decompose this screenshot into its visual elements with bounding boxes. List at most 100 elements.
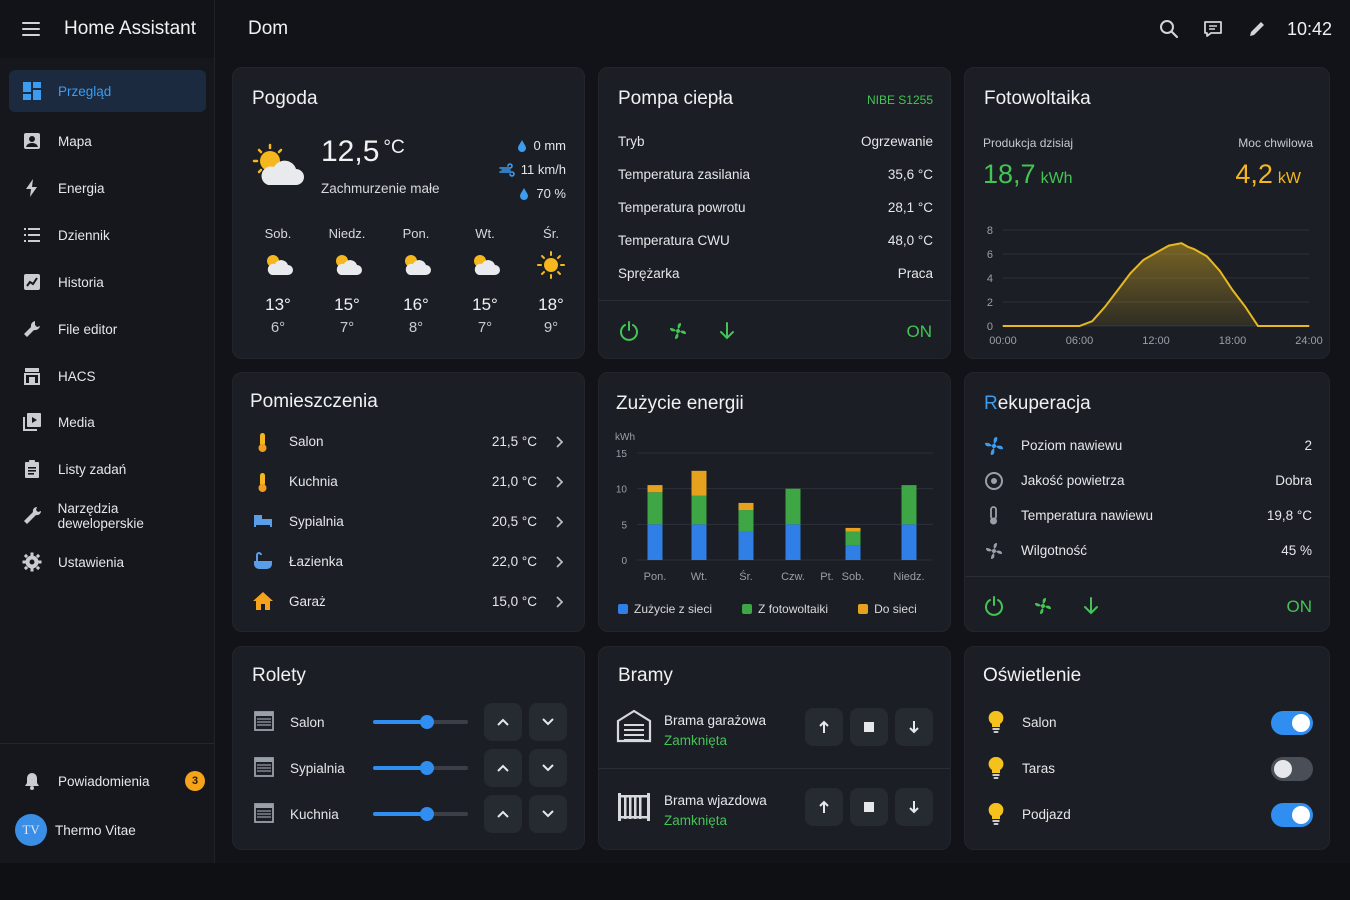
pv-point (1155, 252, 1157, 254)
sidebar-item-ustawienia[interactable]: Ustawienia (9, 541, 206, 583)
fan-mode-icon[interactable] (667, 320, 689, 342)
light-name: Taras (1022, 761, 1056, 776)
stop-icon (864, 722, 874, 732)
blind-position-slider[interactable] (373, 761, 468, 775)
light-toggle[interactable] (1271, 711, 1313, 735)
lightning-icon (20, 176, 44, 200)
room-row[interactable]: Sypialnia 20,5 °C (233, 511, 584, 535)
sidebar-item-mapa[interactable]: Mapa (9, 120, 206, 162)
weather-card[interactable]: Pogoda 12,5 °C Zachmurzenie małe 0 mm 11… (232, 67, 585, 359)
forecast-low: 6° (270, 319, 286, 336)
blind-up-button[interactable] (484, 749, 522, 787)
sidebar-item-dziennik[interactable]: Dziennik (9, 214, 206, 256)
blind-down-button[interactable] (529, 795, 567, 833)
sidebar-item-label: Dziennik (58, 227, 110, 243)
sidebar-item-energia[interactable]: Energia (9, 167, 206, 209)
sidebar-item-przeglad[interactable]: Przegląd (9, 70, 206, 112)
pv-x-tick: 00:00 (989, 335, 1017, 347)
gates-card[interactable]: Bramy Brama garażowa Zamknięta Brama wja… (598, 646, 951, 850)
pv-today-label: Produkcja dzisiaj (983, 136, 1074, 150)
pv-point (1206, 255, 1208, 257)
sidebar-item-user[interactable]: TV Thermo Vitae (9, 809, 206, 851)
gate-stop-button[interactable] (850, 788, 888, 826)
slider-knob[interactable] (420, 761, 434, 775)
light-toggle[interactable] (1271, 757, 1313, 781)
forecast-high: 13° (265, 295, 291, 314)
row-label: Jakość powietrza (1021, 473, 1125, 488)
blind-position-slider[interactable] (373, 715, 468, 729)
forecast-high: 18° (538, 295, 564, 314)
room-name: Salon (289, 434, 324, 449)
clipboard-icon (20, 457, 44, 481)
gate-stop-button[interactable] (850, 708, 888, 746)
forecast-day: Śr. 18° 9° (526, 226, 576, 336)
room-temperature: 20,5 °C (491, 514, 537, 529)
blind-down-button[interactable] (529, 749, 567, 787)
assist-chat-icon[interactable] (1191, 7, 1235, 51)
blind-up-button[interactable] (484, 703, 522, 741)
fan-mode-icon[interactable] (1032, 595, 1054, 617)
blind-down-button[interactable] (529, 703, 567, 741)
energy-bar (785, 524, 801, 560)
arrow-up-icon (819, 800, 829, 813)
pv-point (1129, 272, 1132, 274)
sidebar-item-file-editor[interactable]: File editor (9, 308, 206, 350)
sidebar-item-hacs[interactable]: HACS (9, 355, 206, 397)
blind-position-slider[interactable] (373, 807, 468, 821)
sidebar-item-media[interactable]: Media (9, 401, 206, 443)
raindrop-icon (517, 139, 526, 152)
energy-x-tick: Sob. (842, 571, 865, 583)
slider-knob[interactable] (420, 807, 434, 821)
slider-fill (373, 720, 427, 724)
arrow-down-icon[interactable] (1080, 595, 1102, 617)
pv-card[interactable]: Fotowoltaika Produkcja dzisiaj Moc chwil… (964, 67, 1330, 359)
lights-card[interactable]: Oświetlenie Salon Taras Podjazd (964, 646, 1330, 850)
energy-card[interactable]: Zużycie energii kWh 0 5 10 15 Pon. Wt. Śr. Czw. P… (598, 372, 951, 632)
sidebar-item-listy-zadan[interactable]: Listy zadań (9, 448, 206, 490)
room-name: Kuchnia (289, 474, 338, 489)
room-row[interactable]: Łazienka 22,0 °C (233, 551, 584, 575)
energy-x-tick: Pon. (644, 571, 667, 583)
blind-up-button[interactable] (484, 795, 522, 833)
power-icon[interactable] (983, 595, 1005, 617)
blind-name: Kuchnia (290, 807, 339, 822)
light-toggle[interactable] (1271, 803, 1313, 827)
pv-line (1003, 242, 1309, 327)
energy-x-tick: Śr. (739, 570, 752, 583)
forecast-high: 15° (472, 295, 498, 314)
rooms-card[interactable]: Pomieszczenia Salon 21,5 °C Kuchnia 21,0… (232, 372, 585, 632)
pencil-icon[interactable] (1235, 7, 1279, 51)
gate-open-button[interactable] (805, 788, 843, 826)
gate-open-button[interactable] (805, 708, 843, 746)
search-icon[interactable] (1147, 7, 1191, 51)
row-label: Sprężarka (618, 266, 680, 281)
legend-item: Z fotowoltaiki (742, 602, 828, 616)
sidebar-item-narzedzia[interactable]: Narzędzia deweloperskie (9, 495, 206, 537)
row-label: Tryb (618, 134, 645, 149)
slider-knob[interactable] (420, 715, 434, 729)
arrow-down-icon[interactable] (716, 320, 738, 342)
energy-bar (901, 524, 917, 560)
row-label: Temperatura CWU (618, 233, 730, 248)
room-row[interactable]: Garaż 15,0 °C (233, 591, 584, 615)
menu-icon[interactable] (22, 22, 40, 36)
sidebar-item-historia[interactable]: Historia (9, 261, 206, 303)
power-icon[interactable] (618, 320, 640, 342)
row-label: Temperatura zasilania (618, 167, 751, 182)
legend-swatch (858, 604, 869, 614)
blinds-card[interactable]: Rolety Salon Sypialnia Kuchnia (232, 646, 585, 850)
heatpump-card[interactable]: Pompa ciepła NIBE S1255 Tryb Ogrzewanie … (598, 67, 951, 359)
pv-power-value: 4,2 (1235, 159, 1273, 189)
gate-close-button[interactable] (895, 708, 933, 746)
gate-close-button[interactable] (895, 788, 933, 826)
sidebar-item-powiadomienia[interactable]: Powiadomienia 3 (9, 760, 206, 802)
room-row[interactable]: Kuchnia 21,0 °C (233, 471, 584, 495)
recuperation-card[interactable]: Rekuperacja Poziom nawiewu 2 Jakość powi… (964, 372, 1330, 632)
pv-power-label: Moc chwilowa (1238, 136, 1313, 150)
energy-bar (845, 531, 861, 546)
room-row[interactable]: Salon 21,5 °C (233, 431, 584, 455)
chart-box-icon (20, 270, 44, 294)
sidebar-item-label: Powiadomienia (58, 773, 150, 789)
pv-today-unit: kWh (1040, 170, 1073, 187)
app-title: Home Assistant (64, 18, 196, 39)
